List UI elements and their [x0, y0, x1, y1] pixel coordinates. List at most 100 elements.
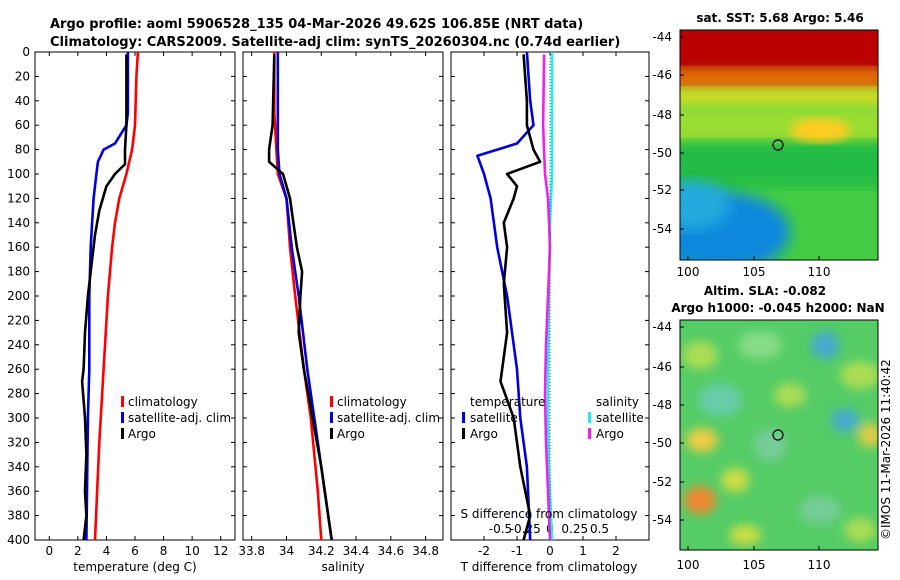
depth-tick-label: 380 [7, 509, 30, 523]
legend-label-temp-satellite: satellite [470, 411, 518, 425]
depth-tick-label: 220 [7, 313, 30, 327]
legend-swatch-sal-argo [588, 428, 591, 439]
depth-tick-label: 0 [22, 45, 30, 59]
sla-lon-label: 100 [677, 558, 700, 572]
sla-map-frame [679, 319, 879, 551]
x-tick-label: 34.6 [377, 544, 404, 558]
series-line-temperature-argo [499, 54, 542, 541]
difference-xlabel: T difference from climatology [460, 560, 638, 574]
x-tick-label: 34 [279, 544, 294, 558]
sla-lat-label: -54 [652, 513, 672, 527]
sla-lon-label: 105 [743, 558, 766, 572]
salinity-xlabel: salinity [321, 560, 364, 574]
sla-profile-marker [772, 429, 784, 441]
map-tick-labels: -44 -44 -46 -46 -48 -48 -50 -50 -52 -52 -54 -54 100 1… [652, 30, 830, 572]
sla-lat-label: -46 [652, 360, 672, 374]
depth-tick-label: 340 [7, 460, 30, 474]
axis-ticks: 0 2 4 6 8 10 12 33.8 34 34.2 34.4 34.6 34.8 -2 -1 0 1 2-0… [35, 51, 649, 558]
s-difference-label: S difference from climatology [461, 507, 638, 521]
legend-label-climatology: climatology [128, 395, 198, 409]
temperature-legend: climatology satellite-adj. clim Argo [121, 395, 231, 441]
x-tick-label: 4 [103, 544, 111, 558]
depth-tick-label: 300 [7, 411, 30, 425]
legend-swatch-climatology [121, 396, 124, 407]
sla-lat-label: -48 [652, 398, 672, 412]
sst-lat-label: -54 [652, 222, 672, 236]
legend-swatch-satellite-adj [121, 412, 124, 423]
x-tick-label: 12 [213, 544, 228, 558]
x-tick-label: 0 [45, 544, 53, 558]
x-tick-label: 6 [131, 544, 139, 558]
depth-tick-label: 200 [7, 289, 30, 303]
title-line-2: Climatology: CARS2009. Satellite-adj cli… [50, 35, 620, 50]
x-tick-label: -1 [511, 544, 523, 558]
sla-map [680, 320, 878, 550]
legend-label-sal-satellite: satellite [596, 411, 644, 425]
s-diff-tick-label: 0.25 [561, 522, 588, 536]
legend-swatch-temp-argo [462, 428, 465, 439]
depth-tick-labels: 0 20 40 60 80 100 120 140 160 180 200 220 240 260 280 3… [7, 45, 30, 547]
legend-salinity-title: salinity [596, 395, 639, 409]
depth-tick-label: 140 [7, 216, 30, 230]
sla-map-title-2: Argo h1000: -0.045 h2000: NaN [671, 301, 884, 315]
x-tick-label: 34.2 [308, 544, 335, 558]
legend-swatch-argo [121, 428, 124, 439]
salinity-series [267, 52, 333, 541]
depth-tick-label: 40 [15, 94, 30, 108]
title-line-1: Argo profile: aoml 5906528_135 04-Mar-20… [50, 17, 583, 32]
depth-tick-label: 60 [15, 118, 30, 132]
legend-label-satellite-adj: satellite-adj. clim [128, 411, 231, 425]
sst-map-title: sat. SST: 5.68 Argo: 5.46 [696, 11, 863, 25]
x-tick-label: -2 [478, 544, 490, 558]
legend-temperature-title: temperature [470, 395, 545, 409]
depth-tick-label: 320 [7, 435, 30, 449]
depth-tick-label: 240 [7, 338, 30, 352]
sst-lon-label: 100 [677, 265, 700, 279]
series-line-salinity-argo [541, 54, 552, 541]
legend-label-satellite-adj: satellite-adj. clim [337, 411, 440, 425]
sla-lat-label: -44 [652, 320, 672, 334]
depth-tick-label: 80 [15, 143, 30, 157]
x-tick-label: 1 [579, 544, 587, 558]
temperature-xlabel: temperature (deg C) [73, 560, 196, 574]
sst-lat-label: -48 [652, 108, 672, 122]
depth-tick-label: 100 [7, 167, 30, 181]
credit-text: ©IMOS 11-Mar-2026 11:40:42 [879, 359, 893, 540]
sst-map [680, 30, 878, 260]
sst-lat-label: -52 [652, 183, 672, 197]
x-tick-label: 8 [160, 544, 168, 558]
sst-lon-label: 105 [743, 265, 766, 279]
x-tick-label: 10 [185, 544, 200, 558]
legend-swatch-sal-satellite [588, 412, 591, 423]
legend-label-sal-argo: Argo [596, 427, 624, 441]
sst-map-frame [679, 29, 879, 261]
legend-swatch-temp-satellite [462, 412, 465, 423]
series-line-argo [267, 54, 333, 541]
sla-map-title-1: Altim. SLA: -0.082 [704, 284, 826, 298]
series-line-climatology [93, 51, 140, 541]
series-line-temperature-satellite [476, 51, 535, 541]
legend-swatch-argo [330, 428, 333, 439]
sla-lat-label: -52 [652, 475, 672, 489]
series-line-salinity-satellite [546, 52, 554, 541]
depth-tick-label: 120 [7, 191, 30, 205]
depth-tick-label: 20 [15, 69, 30, 83]
x-tick-label: 2 [612, 544, 620, 558]
x-tick-label: 0 [546, 544, 554, 558]
x-tick-label: 34.4 [343, 544, 370, 558]
temperature-series [80, 51, 140, 541]
difference-series [476, 51, 554, 541]
legend-label-argo: Argo [128, 427, 156, 441]
sst-lat-label: -44 [652, 30, 672, 44]
legend-swatch-climatology [330, 396, 333, 407]
sla-lon-label: 110 [808, 558, 831, 572]
series-line-satellite-adj-clim [276, 52, 333, 541]
depth-tick-label: 260 [7, 362, 30, 376]
legend-swatch-satellite-adj [330, 412, 333, 423]
depth-tick-label: 160 [7, 240, 30, 254]
sst-lat-label: -46 [652, 68, 672, 82]
series-line-climatology [272, 52, 323, 541]
s-diff-tick-label: -0.5 [489, 522, 512, 536]
s-diff-tick-label: 0.5 [590, 522, 609, 536]
